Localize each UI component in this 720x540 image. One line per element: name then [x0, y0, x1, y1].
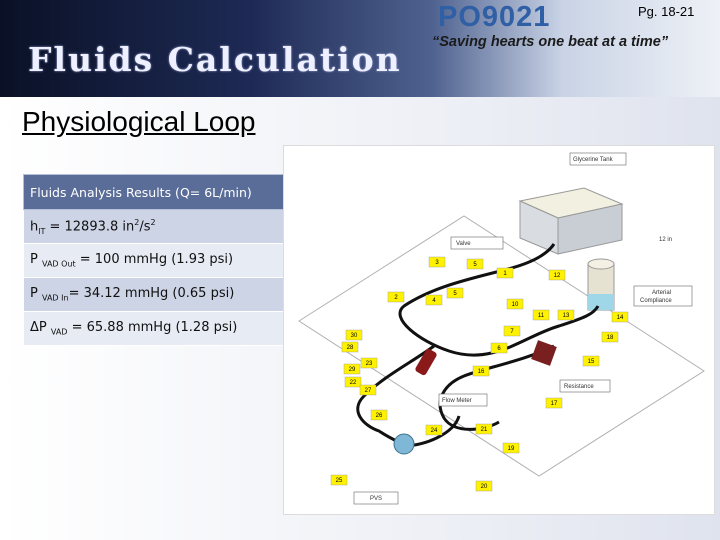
marker-box	[490, 342, 508, 354]
marker-number: 5	[473, 262, 477, 268]
table-row: P VAD In= 34.12 mmHg (0.65 psi)	[23, 277, 313, 312]
marker-number: 30	[351, 333, 358, 339]
label-tank: Glycerine Tank	[569, 152, 627, 166]
label-valve: Valve	[450, 236, 504, 250]
marker-number: 20	[481, 484, 488, 490]
marker-box	[343, 363, 361, 375]
marker-number: 17	[551, 401, 558, 407]
platform-outline	[298, 215, 705, 477]
results-table: Fluids Analysis Results (Q= 6L/min) hlT …	[23, 174, 313, 346]
head-loss-cell: hlT = 12893.8 in2/s2	[23, 209, 313, 244]
marker-number: 3	[435, 260, 439, 266]
marker-number: 5	[453, 291, 457, 297]
marker-box	[472, 365, 490, 377]
header-banner	[0, 0, 720, 97]
p-vad-out-cell: P VAD Out = 100 mmHg (1.93 psi)	[23, 243, 313, 278]
marker-box	[387, 291, 405, 303]
slide-title: Fluids Calculation	[28, 40, 402, 79]
marker-number: 16	[478, 369, 485, 375]
tubing-return	[438, 344, 555, 431]
label-resistance: Resistance	[559, 379, 611, 393]
marker-number: 13	[563, 313, 570, 319]
marker-number: 26	[376, 413, 383, 419]
marker-number: 12	[554, 273, 561, 279]
marker-box	[502, 442, 520, 454]
svg-text:Arterial: Arterial	[652, 290, 671, 296]
label-compliance: Arterial Compliance	[633, 285, 693, 307]
svg-text:Compliance: Compliance	[640, 298, 672, 304]
section-heading: Physiological Loop	[22, 106, 256, 137]
marker-number: 18	[607, 335, 614, 341]
marker-number: 22	[350, 380, 357, 386]
delta-p-vad-cell: ΔP VAD = 65.88 mmHg (1.28 psi)	[23, 311, 313, 346]
resistance-clamp	[531, 340, 557, 366]
marker-number: 1	[503, 271, 507, 277]
compliance-chamber	[587, 258, 615, 311]
marker-box	[475, 480, 493, 492]
logo-name: PO9021	[438, 1, 551, 33]
marker-number: 15	[588, 359, 595, 365]
marker-number: 6	[497, 346, 501, 352]
table-row: ΔP VAD = 65.88 mmHg (1.28 psi)	[23, 311, 313, 346]
marker-box	[360, 357, 378, 369]
table-row: P VAD Out = 100 mmHg (1.93 psi)	[23, 243, 313, 278]
marker-box	[506, 298, 524, 310]
table-row: hlT = 12893.8 in2/s2	[23, 209, 313, 244]
svg-text:Resistance: Resistance	[564, 384, 594, 390]
label-pvs: PVS	[353, 491, 399, 505]
pvs-pump	[393, 433, 415, 455]
marker-box	[359, 384, 377, 396]
marker-box	[503, 325, 521, 337]
marker-number: 23	[366, 361, 373, 367]
marker-box	[425, 294, 443, 306]
marker-number: 11	[538, 313, 545, 319]
marker-box	[330, 474, 348, 486]
marker-box	[370, 409, 388, 421]
marker-number: 19	[508, 446, 515, 452]
page-number: Pg. 18-21	[638, 4, 695, 19]
marker-number: 10	[512, 302, 519, 308]
marker-box	[425, 424, 443, 436]
label-flow-meter: Flow Meter	[438, 393, 488, 407]
marker-box	[344, 376, 362, 388]
marker-number: 14	[617, 315, 624, 321]
marker-number: 29	[349, 367, 356, 373]
marker-box	[341, 341, 359, 353]
glycerine-tank	[518, 187, 624, 255]
marker-box	[582, 355, 600, 367]
marker-box	[557, 309, 575, 321]
marker-number: 24	[431, 428, 438, 434]
marker-box	[532, 309, 550, 321]
marker-number: 21	[481, 427, 488, 433]
marker-number: 2	[394, 295, 398, 301]
marker-box	[446, 287, 464, 299]
marker-number: 7	[510, 329, 514, 335]
svg-text:PVS: PVS	[370, 496, 382, 502]
flow-meter	[415, 348, 437, 376]
p-vad-in-cell: P VAD In= 34.12 mmHg (0.65 psi)	[23, 277, 313, 312]
marker-box	[611, 311, 629, 323]
label-height: 12 in	[659, 237, 672, 243]
marker-box	[345, 329, 363, 341]
marker-box	[601, 331, 619, 343]
marker-number: 27	[365, 388, 372, 394]
svg-text:Flow Meter: Flow Meter	[442, 398, 472, 404]
marker-box	[548, 269, 566, 281]
marker-box	[496, 267, 514, 279]
physiological-loop-diagram: Glycerine Tank Valve 12 in Arterial Comp…	[283, 145, 715, 515]
marker-box	[428, 256, 446, 268]
marker-number: 4	[432, 298, 436, 304]
svg-text:Valve: Valve	[456, 241, 471, 247]
svg-text:Glycerine Tank: Glycerine Tank	[573, 157, 614, 163]
marker-box	[466, 258, 484, 270]
logo-tagline: “Saving hearts one beat at a time”	[432, 34, 669, 50]
marker-box	[475, 423, 493, 435]
marker-box	[545, 397, 563, 409]
marker-number: 25	[336, 478, 343, 484]
marker-number: 28	[347, 345, 354, 351]
results-table-header: Fluids Analysis Results (Q= 6L/min)	[23, 174, 313, 210]
